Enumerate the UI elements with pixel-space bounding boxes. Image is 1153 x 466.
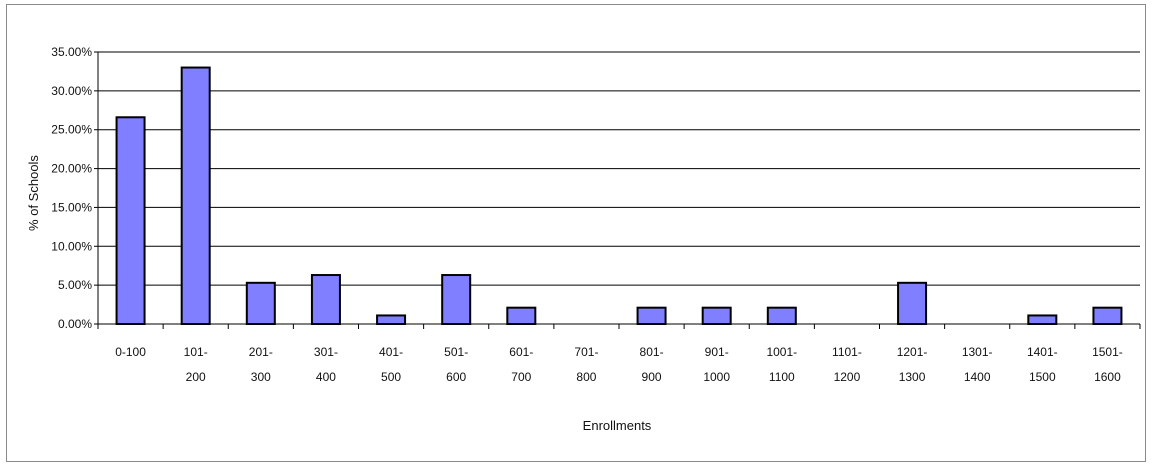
x-tick-label: 1501- (1092, 345, 1123, 359)
y-tick-labels: 0.00% 5.00% 10.00% 15.00% 20.00% 25.00% 30.00%… (51, 45, 92, 331)
x-tick-label: 1000 (703, 370, 730, 384)
x-tick-label: 701- (574, 345, 598, 359)
axes (94, 51, 1141, 329)
x-tick-label: 1301- (962, 345, 993, 359)
x-tick-label: 900 (642, 370, 662, 384)
x-tick-label: 1200 (834, 370, 861, 384)
bar (310, 274, 341, 326)
x-tick-label: 301- (314, 345, 338, 359)
y-axis-title: % of Schools (26, 155, 41, 231)
y-tick-label: 35.00% (51, 45, 92, 59)
y-tick-label: 30.00% (51, 84, 92, 98)
bar (245, 281, 276, 326)
x-tick-label: 1401- (1027, 345, 1058, 359)
x-tick-label: 700 (511, 370, 531, 384)
bar (376, 314, 407, 325)
y-tick-label: 15.00% (51, 200, 92, 214)
bar (701, 306, 732, 325)
x-tick-label: 901- (705, 345, 729, 359)
bar (897, 281, 928, 326)
x-tick-label: 800 (576, 370, 596, 384)
x-tick-label: 1101- (832, 345, 862, 359)
x-tick-label: 601- (509, 345, 533, 359)
x-tick-label: 1201- (897, 345, 928, 359)
bar (636, 306, 667, 325)
y-tick-label: 0.00% (58, 317, 92, 331)
x-tick-label: 200 (186, 370, 206, 384)
x-tick-label: 400 (316, 370, 336, 384)
bar (1092, 306, 1123, 325)
x-tick-labels: 0-100 101- 200 201- 300 301- 400 401- 500 501- 600… (115, 345, 1123, 384)
x-tick-label: 1001- (766, 345, 797, 359)
x-tick-label: 600 (446, 370, 466, 384)
y-tick-label: 5.00% (58, 278, 92, 292)
x-tick-label: 500 (381, 370, 401, 384)
gridlines (98, 51, 1140, 286)
bar (180, 66, 211, 326)
bars (115, 66, 1123, 326)
x-tick-label: 1500 (1029, 370, 1056, 384)
x-axis-title: Enrollments (583, 418, 652, 433)
y-tick-label: 25.00% (51, 123, 92, 137)
x-tick-label: 300 (251, 370, 271, 384)
x-tick-label: 501- (444, 345, 468, 359)
bar (506, 306, 537, 325)
x-tick-label: 1400 (964, 370, 991, 384)
x-tick-label: 1100 (769, 370, 795, 384)
bar (766, 306, 797, 325)
x-tick-label: 1300 (899, 370, 926, 384)
x-tick-label: 1600 (1094, 370, 1121, 384)
y-tick-label: 10.00% (51, 239, 92, 253)
bar (441, 274, 472, 326)
x-tick-label: 101- (184, 345, 208, 359)
x-tick-label: 0-100 (115, 345, 146, 359)
bar (1027, 314, 1058, 325)
x-tick-label: 401- (379, 345, 403, 359)
x-tick-label: 801- (640, 345, 664, 359)
y-tick-label: 20.00% (51, 162, 92, 176)
x-tick-label: 201- (249, 345, 273, 359)
bar (115, 116, 146, 325)
